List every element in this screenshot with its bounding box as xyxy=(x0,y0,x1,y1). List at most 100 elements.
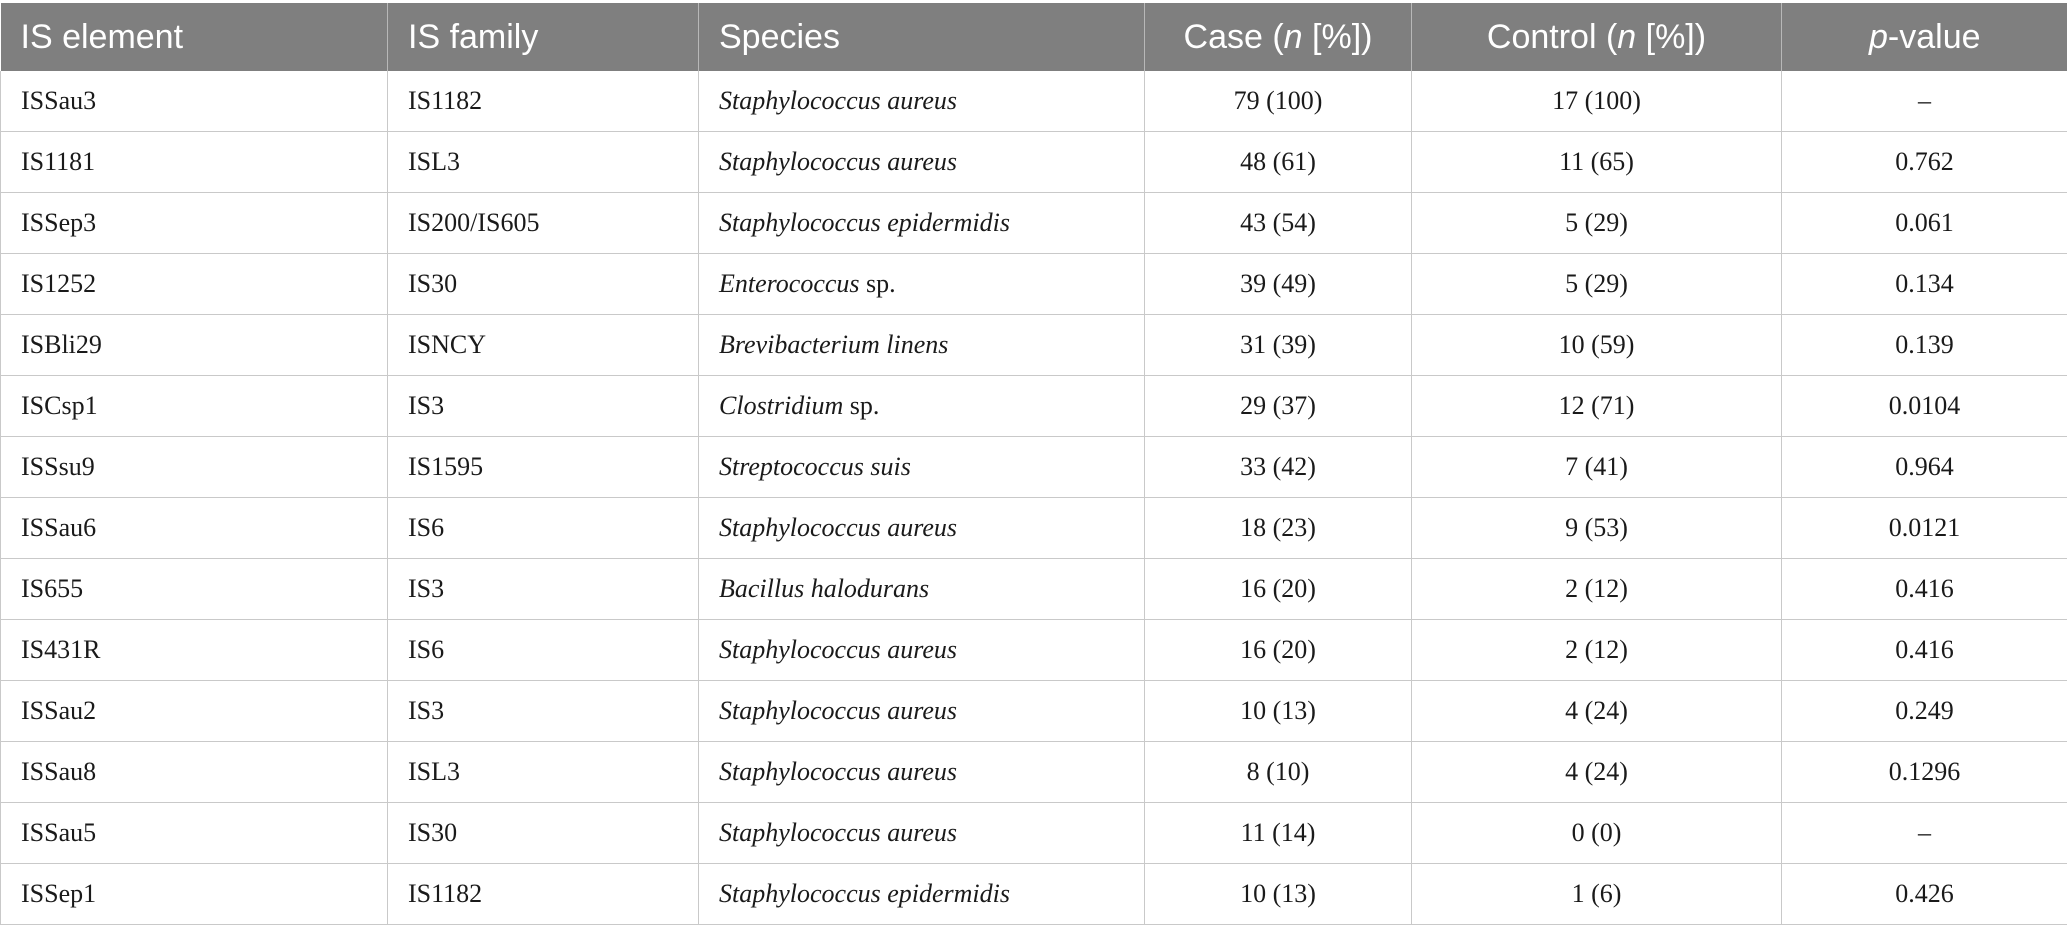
cell-control: 12 (71) xyxy=(1411,375,1782,437)
table-row: IS1252 IS30 Enterococcus sp. 39 (49) 5 (29) 0… xyxy=(0,253,2067,315)
cell-is-element: ISSau8 xyxy=(0,741,388,803)
table-row: ISSep3 IS200/IS605 Staphylococcus epidermi… xyxy=(0,192,2067,254)
header-row: IS element IS family Species Case (n [%]… xyxy=(0,3,2067,71)
species-name-italic: Staphylococcus aureus xyxy=(719,635,958,664)
cell-control: 1 (6) xyxy=(1411,863,1782,925)
species-name-italic: Clostridium xyxy=(719,391,844,420)
cell-control: 5 (29) xyxy=(1411,192,1782,254)
cell-p-value: 0.1296 xyxy=(1781,741,2067,803)
cell-p-value: 0.416 xyxy=(1781,619,2067,681)
cell-control: 5 (29) xyxy=(1411,253,1782,315)
table-row: IS655 IS3 Bacillus halodurans 16 (20) 2 (12)… xyxy=(0,558,2067,620)
cell-species: Staphylococcus aureus xyxy=(698,497,1145,559)
table-row: ISSau3 IS1182 Staphylococcus aureus 79 (100… xyxy=(0,71,2067,132)
cell-is-family: IS3 xyxy=(387,375,699,437)
cell-is-element: IS431R xyxy=(0,619,388,681)
table-row: ISSau8 ISL3 Staphylococcus aureus 8 (10) 4 (… xyxy=(0,741,2067,803)
species-name-italic: Enterococcus xyxy=(719,269,860,298)
cell-is-element: ISCsp1 xyxy=(0,375,388,437)
cell-is-element: ISSau6 xyxy=(0,497,388,559)
cell-is-family: IS3 xyxy=(387,558,699,620)
cell-is-family: IS6 xyxy=(387,497,699,559)
species-name-italic: Staphylococcus aureus xyxy=(719,513,958,542)
table-row: IS431R IS6 Staphylococcus aureus 16 (20) 2 (… xyxy=(0,619,2067,681)
table-row: ISSep1 IS1182 Staphylococcus epidermidis 10… xyxy=(0,863,2067,925)
cell-is-family: ISNCY xyxy=(387,314,699,376)
species-name-italic: Brevibacterium linens xyxy=(719,330,949,359)
species-name-italic: Staphylococcus aureus xyxy=(719,757,958,786)
table-header: IS element IS family Species Case (n [%]… xyxy=(0,3,2067,71)
header-control-suffix: [%]) xyxy=(1636,17,1707,56)
header-p-suffix: -value xyxy=(1887,17,1981,56)
table-row: ISSsu9 IS1595 Streptococcus suis 33 (42) 7 (… xyxy=(0,436,2067,498)
cell-p-value: 0.416 xyxy=(1781,558,2067,620)
cell-species: Staphylococcus epidermidis xyxy=(698,863,1145,925)
species-name-italic: Staphylococcus aureus xyxy=(719,696,958,725)
cell-is-family: IS3 xyxy=(387,680,699,742)
table-row: IS1181 ISL3 Staphylococcus aureus 48 (61) 11… xyxy=(0,131,2067,193)
cell-control: 0 (0) xyxy=(1411,802,1782,864)
table-row: ISSau2 IS3 Staphylococcus aureus 10 (13) 4 (… xyxy=(0,680,2067,742)
cell-case: 43 (54) xyxy=(1144,192,1412,254)
cell-is-family: IS6 xyxy=(387,619,699,681)
cell-species: Staphylococcus aureus xyxy=(698,680,1145,742)
cell-case: 79 (100) xyxy=(1144,71,1412,132)
table-row: ISBli29 ISNCY Brevibacterium linens 31 (39)… xyxy=(0,314,2067,376)
cell-is-family: IS200/IS605 xyxy=(387,192,699,254)
cell-case: 48 (61) xyxy=(1144,131,1412,193)
cell-species: Staphylococcus aureus xyxy=(698,741,1145,803)
cell-control: 2 (12) xyxy=(1411,558,1782,620)
cell-control: 9 (53) xyxy=(1411,497,1782,559)
cell-is-family: IS1182 xyxy=(387,71,699,132)
cell-p-value: 0.139 xyxy=(1781,314,2067,376)
cell-species: Staphylococcus aureus xyxy=(698,802,1145,864)
table-row: ISSau6 IS6 Staphylococcus aureus 18 (23) 9 (… xyxy=(0,497,2067,559)
cell-species: Brevibacterium linens xyxy=(698,314,1145,376)
cell-p-value: 0.249 xyxy=(1781,680,2067,742)
species-name-italic: Streptococcus suis xyxy=(719,452,911,481)
cell-p-value: 0.134 xyxy=(1781,253,2067,315)
cell-p-value: – xyxy=(1781,71,2067,132)
cell-case: 16 (20) xyxy=(1144,558,1412,620)
cell-is-element: ISSau3 xyxy=(0,71,388,132)
cell-case: 39 (49) xyxy=(1144,253,1412,315)
cell-control: 4 (24) xyxy=(1411,741,1782,803)
is-element-table: IS element IS family Species Case (n [%]… xyxy=(0,3,2067,925)
cell-is-family: IS30 xyxy=(387,253,699,315)
cell-control: 17 (100) xyxy=(1411,71,1782,132)
species-name-italic: Staphylococcus aureus xyxy=(719,147,958,176)
cell-species: Bacillus halodurans xyxy=(698,558,1145,620)
cell-case: 29 (37) xyxy=(1144,375,1412,437)
species-name-italic: Bacillus halodurans xyxy=(719,574,930,603)
table-row: ISSau5 IS30 Staphylococcus aureus 11 (14) 0 … xyxy=(0,802,2067,864)
cell-case: 10 (13) xyxy=(1144,680,1412,742)
header-control: Control (n [%]) xyxy=(1411,3,1782,71)
cell-control: 4 (24) xyxy=(1411,680,1782,742)
cell-case: 10 (13) xyxy=(1144,863,1412,925)
cell-species: Clostridium sp. xyxy=(698,375,1145,437)
cell-species: Staphylococcus aureus xyxy=(698,619,1145,681)
cell-p-value: 0.426 xyxy=(1781,863,2067,925)
cell-is-family: IS30 xyxy=(387,802,699,864)
cell-case: 31 (39) xyxy=(1144,314,1412,376)
cell-p-value: 0.0104 xyxy=(1781,375,2067,437)
header-p-italic: p xyxy=(1868,17,1888,56)
cell-control: 7 (41) xyxy=(1411,436,1782,498)
cell-p-value: 0.964 xyxy=(1781,436,2067,498)
cell-case: 8 (10) xyxy=(1144,741,1412,803)
cell-species: Staphylococcus epidermidis xyxy=(698,192,1145,254)
cell-species: Staphylococcus aureus xyxy=(698,131,1145,193)
table-row: ISCsp1 IS3 Clostridium sp. 29 (37) 12 (71) 0.… xyxy=(0,375,2067,437)
species-name-suffix: sp. xyxy=(859,269,896,298)
cell-species: Staphylococcus aureus xyxy=(698,71,1145,132)
species-name-italic: Staphylococcus epidermidis xyxy=(719,208,1010,237)
header-species: Species xyxy=(698,3,1145,71)
data-table-container: IS element IS family Species Case (n [%]… xyxy=(0,3,2067,925)
cell-p-value: 0.762 xyxy=(1781,131,2067,193)
cell-species: Enterococcus sp. xyxy=(698,253,1145,315)
header-case-suffix: [%]) xyxy=(1302,17,1373,56)
header-case-n: n xyxy=(1283,17,1303,56)
cell-is-element: ISSsu9 xyxy=(0,436,388,498)
cell-control: 2 (12) xyxy=(1411,619,1782,681)
species-name-italic: Staphylococcus aureus xyxy=(719,86,958,115)
